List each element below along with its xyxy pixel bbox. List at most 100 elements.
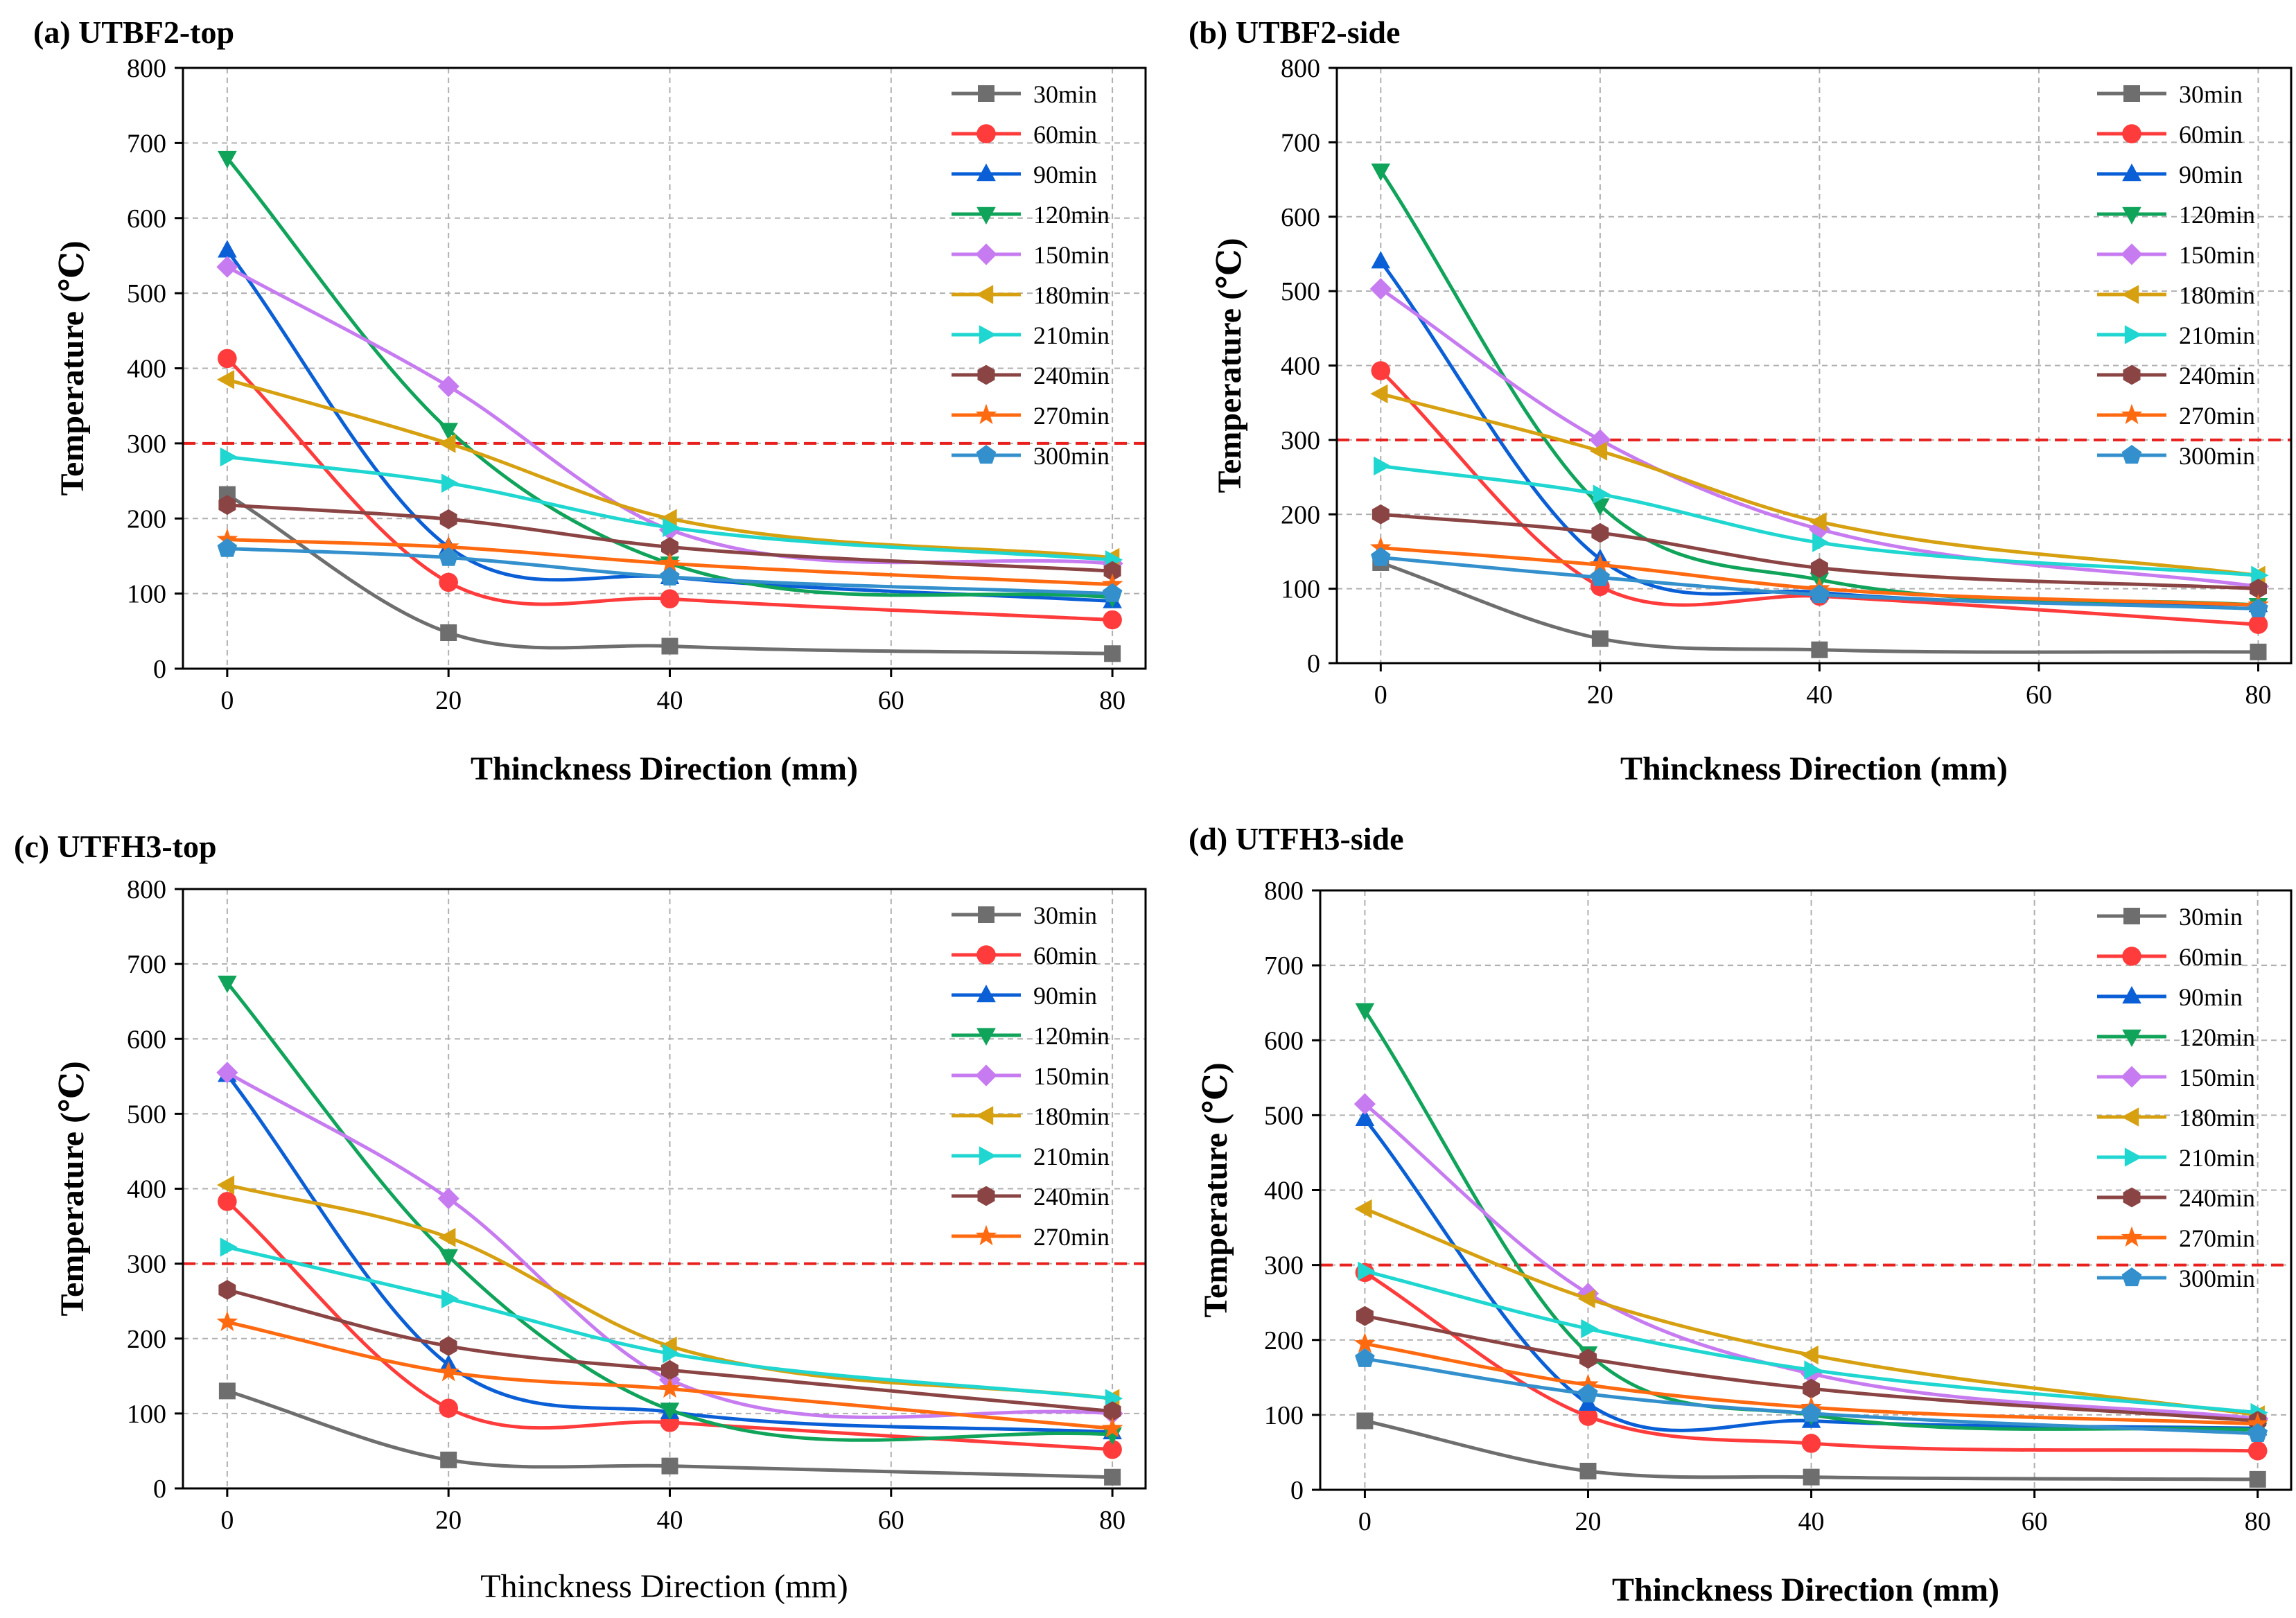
y-axis-title: Temperature (℃) [1211,238,1248,493]
legend-label: 120min [1033,1022,1110,1050]
data-point-30min [661,1457,678,1475]
data-point-150min [216,256,238,278]
series-line-210min [1364,1269,2258,1415]
data-point-300min [217,538,238,557]
data-point-120min [218,976,237,994]
data-point-120min [1590,498,1610,516]
series-line-30min [1364,1419,2258,1481]
series-line-180min [227,378,1113,560]
legend-label: 60min [1033,121,1097,148]
data-point-120min [1355,1003,1375,1021]
data-point-30min [1591,630,1609,647]
data-point-300min [1801,1402,1821,1422]
data-point-90min [1355,1108,1375,1126]
legend-marker [2122,124,2141,143]
legend-marker [2124,1147,2142,1167]
data-point-300min [1590,567,1611,586]
y-tick-label: 500 [127,1100,166,1129]
legend-marker [2121,445,2142,464]
y-tick-label: 300 [1281,426,1320,455]
series-line-210min [227,1245,1113,1400]
legend-marker [976,1106,994,1125]
series-line-180min [1364,1207,2259,1417]
x-tick-label: 80 [1099,686,1125,715]
legend-label: 180min [1033,1102,1110,1130]
x-tick-label: 60 [878,1506,904,1535]
data-point-60min [1371,361,1391,380]
y-tick-label: 500 [127,279,166,308]
y-tick-label: 100 [1281,575,1320,604]
y-tick-label: 700 [1264,951,1304,981]
data-point-240min [218,1280,236,1300]
legend-label: 90min [2179,983,2243,1011]
legend-marker [2121,1226,2143,1247]
data-point-180min [1354,1199,1372,1219]
data-point-30min [1811,641,1828,658]
data-point-60min [439,572,458,592]
data-point-270min [437,536,459,556]
legend: 30min 60min 90min 120min 150min 180min 210min 2… [952,80,1110,470]
data-point-270min [1589,554,1611,574]
series-line-240min [1381,512,2259,591]
y-axis-title: Temperature (℃) [54,240,91,495]
data-point-240min [439,1336,457,1356]
series-line-270min [227,538,1113,587]
data-point-30min [2249,1470,2266,1488]
data-point-240min [1579,1348,1597,1369]
data-point-210min [1593,484,1611,504]
legend-label: 150min [2179,241,2255,269]
legend-marker [2124,325,2142,344]
x-axis-title: Thinckness Direction (mm) [1620,750,2008,787]
data-point-240min [1103,1401,1121,1421]
data-point-180min [1370,384,1388,404]
legend-label: 270min [2179,402,2255,430]
x-axis-title: Thinckness Direction (mm) [1612,1572,1999,1608]
data-point-60min [1801,1434,1821,1453]
legend-marker [975,243,997,265]
series-line-210min [227,455,1113,562]
legend-label: 120min [2179,201,2255,229]
data-point-240min [1591,522,1609,543]
legend-label: 300min [1033,442,1110,470]
data-point-30min [440,624,457,641]
legend-label: 240min [1033,1183,1110,1211]
legend-marker [2121,285,2139,304]
data-point-30min [1104,1468,1121,1486]
legend-label: 30min [2179,80,2243,108]
series-line-150min [1379,287,2259,588]
data-point-150min [437,375,459,398]
y-tick-label: 0 [153,1475,166,1504]
legend-marker [2123,908,2140,924]
data-point-30min [1803,1468,1820,1486]
legend: 30min 60min 90min 120min 150min 180min 210min 2… [2097,80,2255,470]
x-tick-label: 0 [1358,1507,1372,1536]
series-line-150min [226,1071,1113,1419]
legend-label: 90min [1033,161,1097,188]
y-tick-label: 300 [1264,1251,1304,1281]
data-point-240min [661,537,678,557]
x-tick-label: 40 [656,686,683,715]
y-tick-label: 300 [127,1250,166,1279]
series-line-150min [1363,1102,2258,1421]
legend-label: 300min [2179,442,2255,470]
series-line-240min [227,1288,1113,1414]
data-point-270min [1354,1333,1376,1353]
y-tick-label: 700 [127,950,166,979]
y-tick-label: 800 [127,54,166,83]
data-point-180min [1809,512,1827,531]
legend-marker [2123,1187,2141,1208]
series-line-90min [225,1073,1113,1434]
x-tick-label: 80 [2245,1507,2271,1536]
data-point-180min [1577,1289,1595,1309]
data-point-210min [2251,565,2269,586]
data-point-270min [659,1378,681,1398]
data-point-210min [441,1289,459,1309]
data-point-180min [216,1175,235,1195]
data-point-30min [1356,1412,1374,1430]
data-point-300min [1371,547,1391,566]
data-point-240min [439,509,457,529]
legend-label: 240min [2179,1184,2255,1212]
legend-marker [976,124,996,143]
